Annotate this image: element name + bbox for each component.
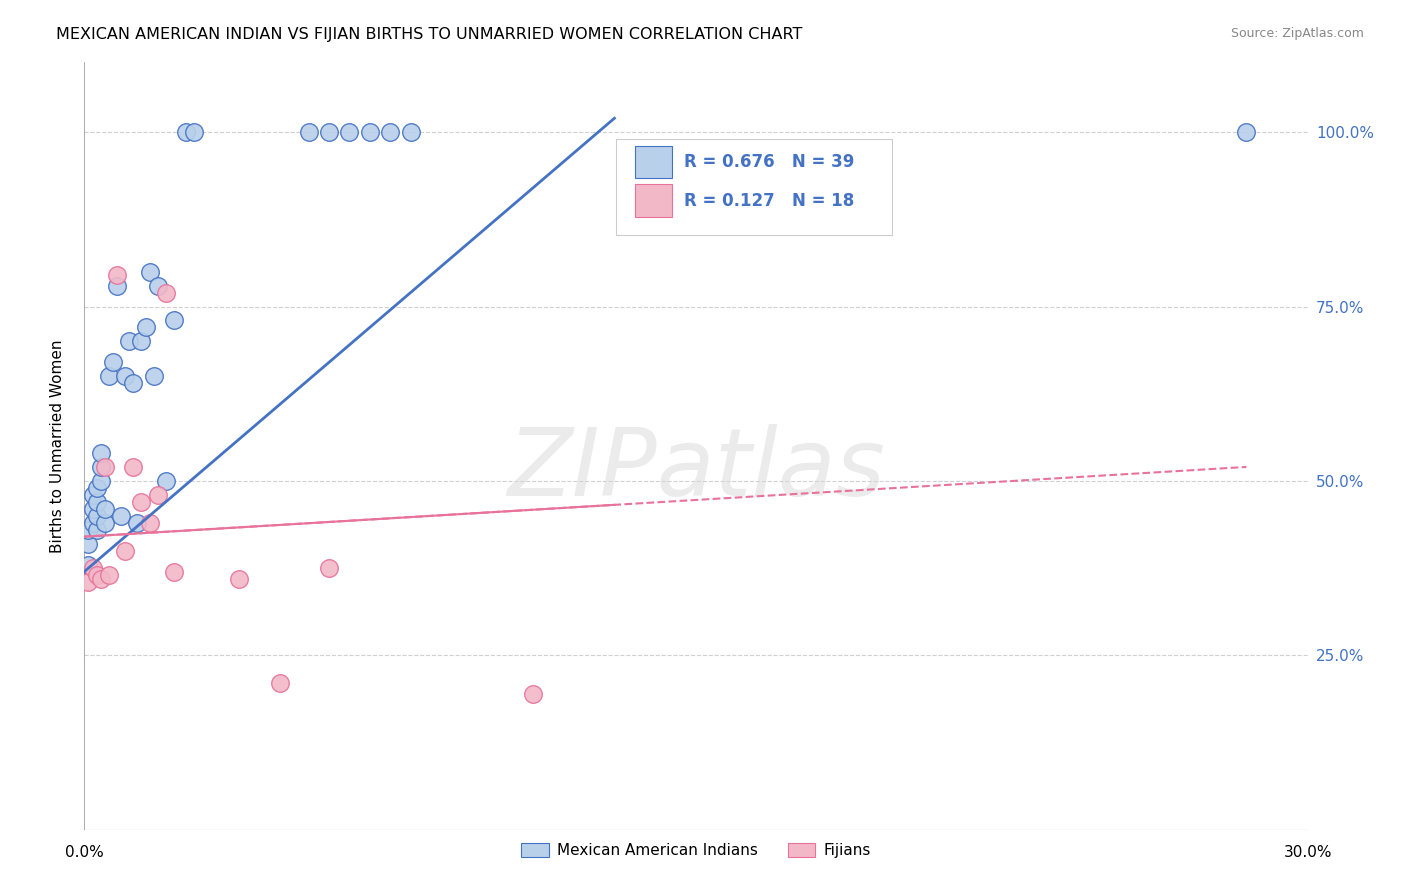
Point (131, 495, 153, 509)
Text: Births to Unmarried Women: Births to Unmarried Women (51, 339, 65, 553)
FancyBboxPatch shape (636, 146, 672, 178)
Point (114, 369, 136, 384)
Point (163, 313, 186, 327)
Text: 0.0%: 0.0% (65, 845, 104, 860)
Point (122, 376, 145, 391)
Point (101, 355, 124, 369)
Point (77, 558, 100, 572)
Text: MEXICAN AMERICAN INDIAN VS FIJIAN BIRTHS TO UNMARRIED WOMEN CORRELATION CHART: MEXICAN AMERICAN INDIAN VS FIJIAN BIRTHS… (56, 27, 803, 42)
Point (86, 568, 108, 582)
Point (359, 125, 381, 139)
Point (93, 459, 115, 474)
Point (82, 561, 104, 575)
Point (138, 265, 160, 279)
Point (97, 568, 120, 582)
Point (163, 565, 186, 579)
FancyBboxPatch shape (616, 139, 891, 235)
Point (82, 501, 104, 516)
Point (82, 516, 104, 530)
Point (138, 516, 160, 530)
Point (90, 474, 112, 488)
Point (93, 501, 115, 516)
Point (77, 574, 100, 589)
Point (380, 125, 402, 139)
Point (105, 278, 128, 293)
Text: Source: ZipAtlas.com: Source: ZipAtlas.com (1230, 27, 1364, 40)
Point (228, 572, 250, 586)
Point (155, 474, 177, 488)
Point (90, 572, 112, 586)
Point (399, 125, 422, 139)
Point (142, 369, 165, 384)
Point (122, 459, 145, 474)
Point (110, 508, 132, 523)
Point (318, 125, 340, 139)
Point (82, 488, 104, 502)
Text: R = 0.127   N = 18: R = 0.127 N = 18 (683, 192, 853, 210)
Point (339, 125, 361, 139)
Point (90, 459, 112, 474)
Point (118, 334, 141, 349)
Point (183, 125, 205, 139)
Point (90, 446, 112, 460)
Point (298, 125, 321, 139)
Point (155, 285, 177, 300)
Point (86, 481, 108, 495)
Point (146, 278, 169, 293)
FancyBboxPatch shape (636, 185, 672, 217)
Point (146, 488, 169, 502)
Point (105, 268, 128, 282)
Text: 30.0%: 30.0% (1284, 845, 1331, 860)
Point (86, 508, 108, 523)
Text: ZIPatlas: ZIPatlas (508, 424, 884, 515)
Point (131, 334, 153, 349)
Point (86, 495, 108, 509)
Point (97, 369, 120, 384)
Point (318, 561, 340, 575)
Point (114, 543, 136, 558)
Point (522, 687, 544, 701)
Legend: Mexican American Indians, Fijians: Mexican American Indians, Fijians (516, 837, 876, 864)
Point (77, 523, 100, 537)
Text: R = 0.676   N = 39: R = 0.676 N = 39 (683, 153, 853, 171)
Point (93, 516, 115, 530)
Point (127, 516, 149, 530)
Point (77, 536, 100, 550)
Point (174, 125, 197, 139)
Point (1236, 125, 1258, 139)
Point (135, 320, 157, 334)
Point (86, 523, 108, 537)
Point (269, 676, 291, 690)
